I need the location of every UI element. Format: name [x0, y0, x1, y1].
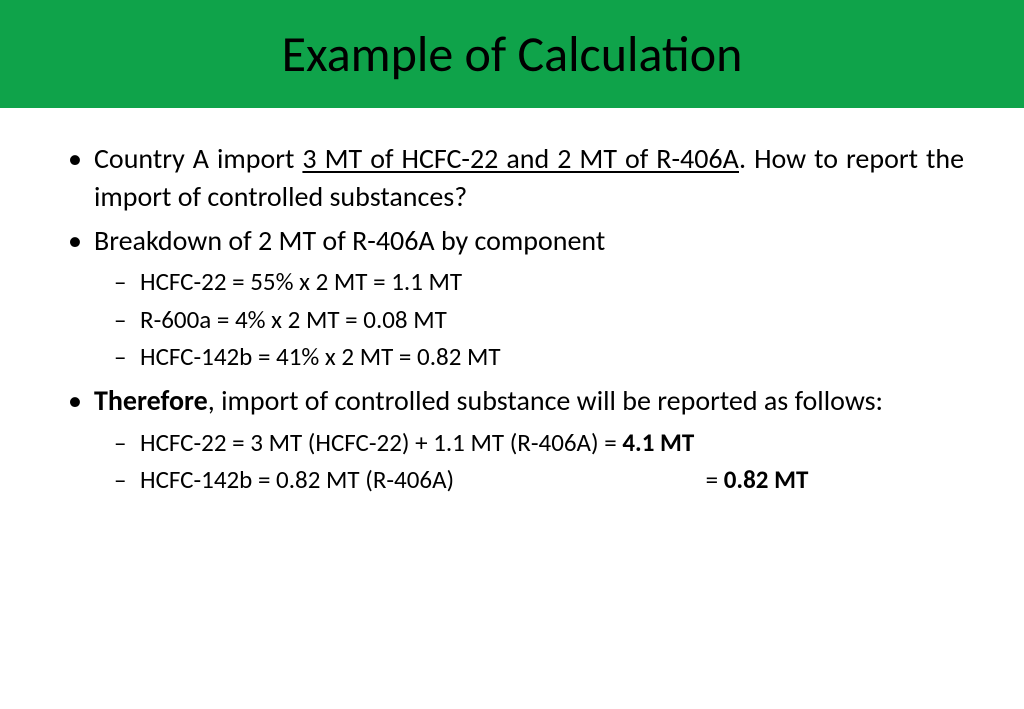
- bullet-list: Country A import 3 MT of HCFC-22 and 2 M…: [60, 140, 964, 499]
- bullet-3-sublist: HCFC-22 = 3 MT (HCFC-22) + 1.1 MT (R-406…: [94, 424, 964, 499]
- bullet-2-sub-1: HCFC-22 = 55% x 2 MT = 1.1 MT: [94, 263, 964, 301]
- bullet-3-sub-2: HCFC-142b = 0.82 MT (R-406A) = 0.82 MT: [94, 461, 964, 499]
- bullet-3-sub-2-bold: 0.82 MT: [724, 464, 809, 495]
- bullet-3-bold: Therefore: [94, 383, 208, 418]
- bullet-2-sublist: HCFC-22 = 55% x 2 MT = 1.1 MT R-600a = 4…: [94, 263, 964, 376]
- bullet-3-sub-1-bold: 4.1 MT: [622, 427, 694, 458]
- bullet-3-sub-1: HCFC-22 = 3 MT (HCFC-22) + 1.1 MT (R-406…: [94, 424, 964, 462]
- bullet-3-post: , import of controlled substance will be…: [208, 383, 883, 418]
- bullet-2: Breakdown of 2 MT of R-406A by component…: [60, 222, 964, 376]
- bullet-3: Therefore, import of controlled substanc…: [60, 382, 964, 499]
- bullet-2-text: Breakdown of 2 MT of R-406A by component: [94, 223, 605, 258]
- bullet-3-sub-2-eq: =: [700, 464, 724, 495]
- bullet-3-sub-2-lhs: HCFC-142b = 0.82 MT (R-406A): [140, 461, 700, 499]
- bullet-3-sub-1-lhs: HCFC-22 = 3 MT (HCFC-22) + 1.1 MT (R-406…: [140, 427, 622, 458]
- bullet-1-pre: Country A import: [94, 141, 302, 176]
- bullet-1: Country A import 3 MT of HCFC-22 and 2 M…: [60, 140, 964, 216]
- slide-title: Example of Calculation: [282, 24, 743, 85]
- bullet-1-underline: 3 MT of HCFC-22 and 2 MT of R-406A: [302, 141, 739, 176]
- bullet-2-sub-2: R-600a = 4% x 2 MT = 0.08 MT: [94, 301, 964, 339]
- bullet-2-sub-3: HCFC-142b = 41% x 2 MT = 0.82 MT: [94, 338, 964, 376]
- slide-content: Country A import 3 MT of HCFC-22 and 2 M…: [0, 108, 1024, 499]
- title-bar: Example of Calculation: [0, 0, 1024, 108]
